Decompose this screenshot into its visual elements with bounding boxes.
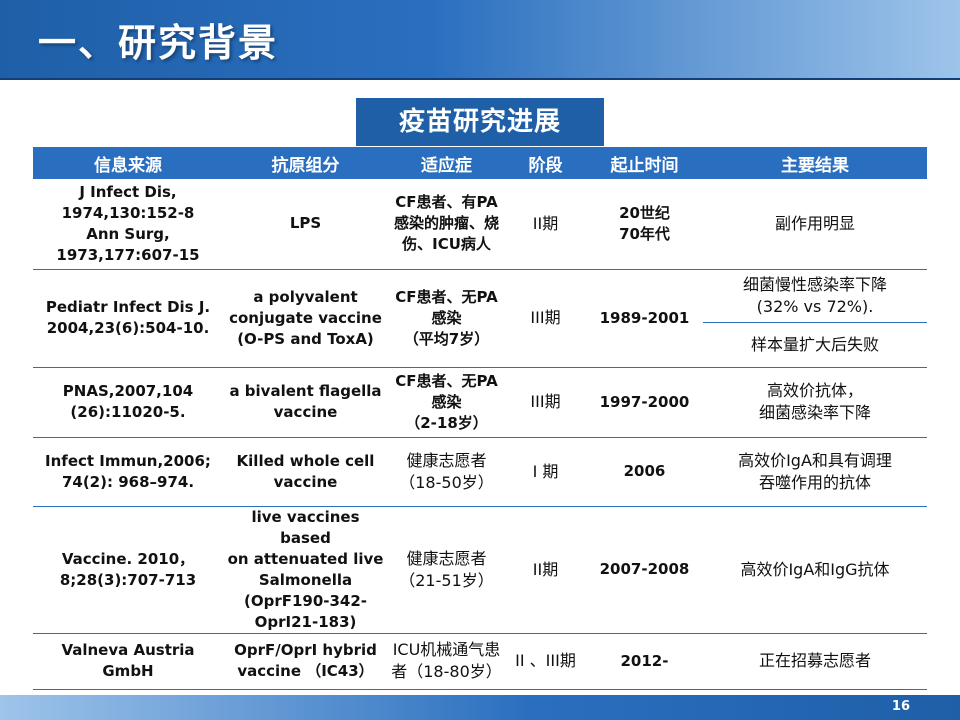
header-period: 起止时间 [586,147,703,179]
cell-result: 样本量扩大后失败 [703,322,927,368]
table-row: Infect Immun,2006; 74(2): 968–974. Killed… [33,437,927,507]
header-phase: 阶段 [505,147,586,179]
table-row: Valneva Austria GmbH OprF/OprI hybrid vacc… [33,633,927,690]
title-band-divider [0,78,960,80]
footer-band: 16 [0,695,960,720]
slide-title: 一、研究背景 [38,21,279,65]
cell-phase: II 、III期 [505,633,586,690]
cell-period: 2012- [586,633,703,690]
cell-result: 高效价IgA和具有调理 吞噬作用的抗体 [703,437,927,507]
header-source: 信息来源 [33,147,223,179]
cell-period: 1989-2001 [586,269,703,368]
cell-antigen: a bivalent flagella vaccine [223,367,388,438]
cell-antigen: OprF/OprI hybrid vaccine （IC43） [223,633,388,690]
cell-source: PNAS,2007,104 (26):11020-5. [33,367,223,438]
cell-period: 20世纪 70年代 [586,179,703,270]
header-results: 主要结果 [703,147,927,179]
cell-source: Vaccine. 2010， 8;28(3):707-713 [33,506,223,634]
cell-indication: ICU机械通气患 者（18-80岁） [388,633,505,690]
cell-period: 2006 [586,437,703,507]
cell-source: Infect Immun,2006; 74(2): 968–974. [33,437,223,507]
cell-result: 高效价IgA和IgG抗体 [703,506,927,634]
table-row: J Infect Dis, 1974,130:152-8 Ann Surg, 1973… [33,179,927,270]
cell-phase: II期 [505,179,586,270]
header-antigen: 抗原组分 [223,147,388,179]
table-row: 样本量扩大后失败 [33,322,927,368]
cell-indication: CF患者、有PA 感染的肿瘤、烧 伤、ICU病人 [388,179,505,270]
cell-result: 高效价抗体， 细菌感染率下降 [703,367,927,438]
cell-source: Valneva Austria GmbH [33,633,223,690]
cell-indication: 健康志愿者 （18-50岁） [388,437,505,507]
cell-result: 细菌慢性感染率下降 (32% vs 72%). [703,269,927,323]
cell-phase: I 期 [505,437,586,507]
cell-antigen: Killed whole cell vaccine [223,437,388,507]
table-row: Vaccine. 2010， 8;28(3):707-713 live vacci… [33,506,927,634]
table-caption: 疫苗研究进展 [356,98,604,146]
cell-phase: II期 [505,506,586,634]
cell-antigen: LPS [223,179,388,270]
cell-indication: CF患者、无PA 感染 （平均7岁） [388,269,505,368]
cell-period: 2007-2008 [586,506,703,634]
table-row: Pediatr Infect Dis J. 2004,23(6):504-10. … [33,269,927,368]
table-header-row: 信息来源 抗原组分 适应症 阶段 起止时间 主要结果 [33,147,927,179]
cell-source: J Infect Dis, 1974,130:152-8 Ann Surg, 1973… [33,179,223,270]
header-indication: 适应症 [388,147,505,179]
cell-indication: 健康志愿者 （21-51岁） [388,506,505,634]
cell-antigen: a polyvalent conjugate vaccine (O-PS and T… [223,269,388,368]
cell-phase: III期 [505,269,586,368]
cell-indication: CF患者、无PA 感染 （2-18岁） [388,367,505,438]
title-band: 一、研究背景 [0,0,960,80]
cell-source: Pediatr Infect Dis J. 2004,23(6):504-10. [33,269,223,368]
cell-result: 副作用明显 [703,179,927,270]
cell-result: 正在招募志愿者 [703,633,927,690]
page-number: 16 [891,699,910,714]
cell-phase: III期 [505,367,586,438]
vaccine-research-table: 信息来源 抗原组分 适应症 阶段 起止时间 主要结果 J Infect Dis,… [33,147,927,690]
table-row: PNAS,2007,104 (26):11020-5. a bivalent fl… [33,367,927,438]
cell-period: 1997-2000 [586,367,703,438]
cell-antigen: live vaccines based on attenuated live Sal… [223,506,388,634]
